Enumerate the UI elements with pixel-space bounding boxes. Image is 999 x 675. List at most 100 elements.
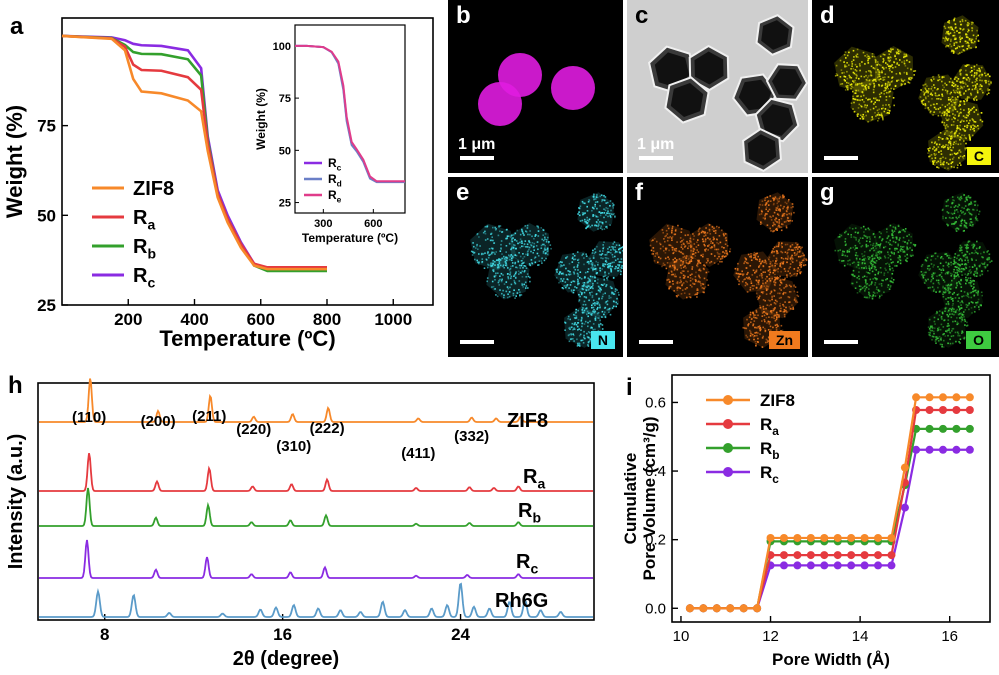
map-dot (789, 246, 792, 248)
map-dot (783, 268, 786, 270)
map-dot (679, 276, 681, 279)
map-dot (965, 114, 968, 116)
map-dot (704, 265, 706, 267)
map-dot (891, 76, 894, 78)
map-dot (976, 91, 979, 94)
map-dot (942, 291, 945, 293)
map-dot (867, 99, 869, 101)
map-dot (603, 228, 606, 230)
map-dot (768, 204, 770, 206)
map-dot (673, 261, 676, 264)
map-dot (949, 32, 952, 34)
map-dot (523, 265, 525, 267)
map-dot (887, 271, 889, 274)
map-dot (894, 85, 897, 87)
map-dot (606, 277, 608, 279)
map-dot (591, 294, 594, 297)
map-dot (581, 200, 584, 203)
map-dot (499, 259, 502, 261)
map-dot (942, 326, 945, 328)
map-dot (764, 204, 767, 206)
map-dot (967, 261, 970, 264)
map-dot (772, 308, 775, 310)
map-dot (796, 244, 799, 246)
map-dot (945, 36, 947, 39)
map-dot (985, 81, 987, 84)
map-dot (680, 228, 683, 230)
map-dot (927, 90, 930, 92)
map-dot (869, 108, 872, 111)
map-dot (904, 83, 907, 85)
map-dot (699, 227, 701, 229)
map-dot (954, 331, 957, 334)
map-dot (870, 71, 872, 73)
map-dot (969, 212, 971, 215)
map-dot (784, 301, 786, 303)
map-dot (885, 269, 887, 271)
map-dot (964, 256, 967, 259)
map-dot (702, 253, 704, 256)
map-dot (872, 233, 875, 235)
map-dot (927, 95, 930, 97)
map-dot (953, 44, 955, 46)
map-dot (663, 250, 665, 252)
map-dot (745, 334, 747, 337)
map-dot (864, 290, 866, 292)
pore-point (965, 424, 974, 433)
map-dot (946, 109, 948, 111)
plot-frame (61, 17, 434, 306)
map-dot (470, 250, 473, 253)
map-dot (856, 83, 859, 85)
map-dot (969, 224, 972, 226)
map-dot (711, 228, 714, 231)
map-dot (878, 71, 881, 74)
map-dot (951, 149, 953, 152)
map-dot (948, 22, 951, 24)
map-dot (776, 221, 778, 223)
map-dot (875, 59, 877, 62)
map-dot (603, 263, 606, 265)
map-dot (498, 261, 501, 263)
map-dot (760, 273, 763, 275)
map-dot (569, 318, 571, 321)
map-dot (936, 98, 938, 100)
map-dot (950, 124, 953, 126)
map-dot (977, 70, 980, 72)
map-dot (774, 273, 776, 276)
map-dot (779, 210, 781, 212)
legend-marker (723, 443, 733, 453)
map-dot (622, 250, 623, 252)
map-dot (969, 269, 972, 271)
map-dot (933, 332, 935, 335)
map-dot (866, 296, 868, 299)
map-dot (850, 102, 853, 104)
map-dot (765, 338, 768, 341)
map-dot (573, 254, 576, 257)
map-dot (878, 99, 880, 102)
map-dot (489, 239, 492, 242)
map-dot (864, 235, 867, 237)
map-dot (973, 68, 976, 71)
map-dot (604, 302, 607, 304)
map-dot (886, 63, 889, 66)
map-dot (960, 120, 963, 122)
map-dot (930, 279, 933, 281)
map-dot (587, 321, 589, 324)
map-dot (668, 285, 671, 288)
map-dot (975, 270, 977, 272)
map-dot (679, 279, 682, 282)
map-dot (936, 336, 939, 338)
map-dot (975, 126, 977, 128)
map-dot (925, 91, 927, 94)
map-dot (570, 333, 572, 335)
scale-bar-b (460, 156, 494, 160)
map-dot (766, 196, 769, 198)
map-dot (974, 275, 976, 277)
map-dot (889, 65, 892, 67)
map-dot (704, 231, 706, 234)
map-dot (579, 295, 581, 298)
map-dot (967, 240, 970, 243)
map-dot (764, 320, 766, 323)
map-dot (957, 274, 959, 276)
map-dot (762, 291, 765, 293)
